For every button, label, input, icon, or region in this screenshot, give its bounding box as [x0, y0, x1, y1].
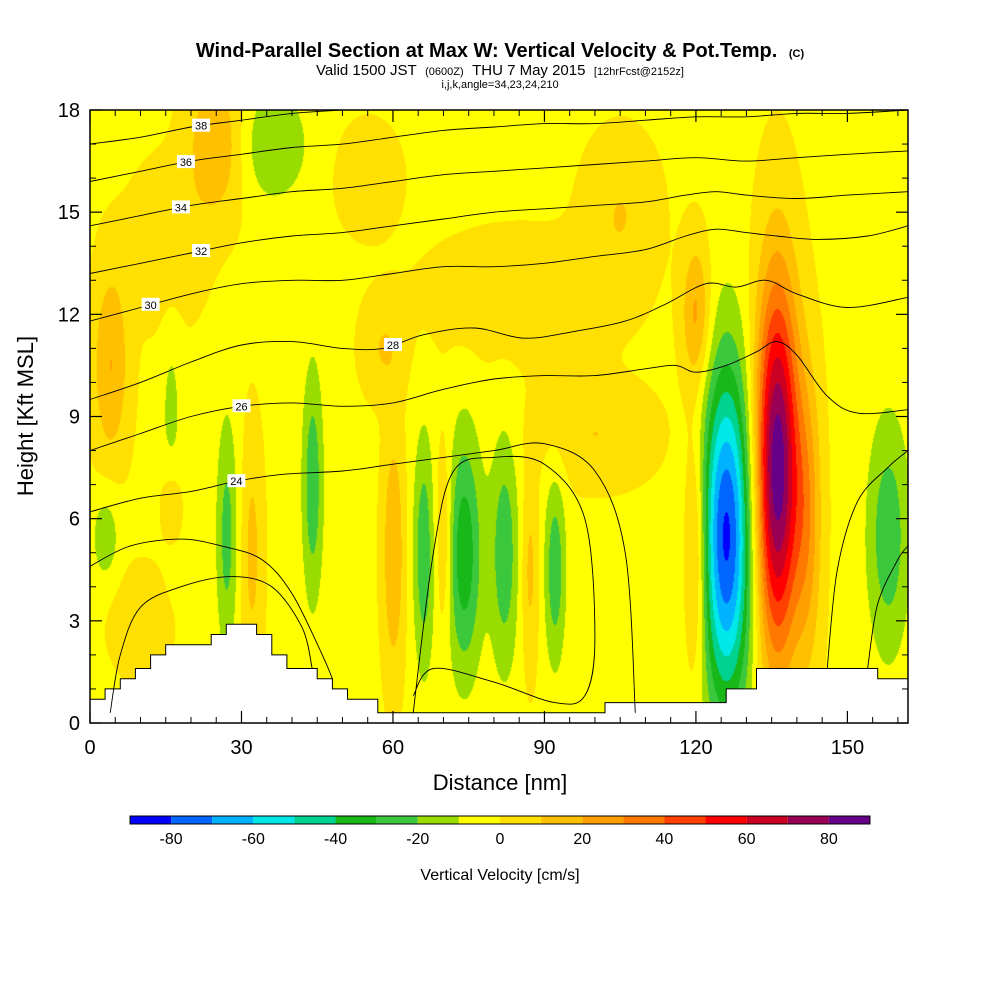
colorbar-tick-label: 60 [738, 831, 756, 848]
y-tick-label: 9 [69, 407, 80, 429]
colorbar-swatch [417, 816, 459, 824]
contour-label: 38 [195, 121, 207, 133]
theta-contour-38 [90, 110, 343, 145]
y-tick-label: 15 [58, 202, 80, 224]
x-axis-label: Distance [nm] [433, 770, 568, 795]
contour-label-bg [192, 243, 211, 257]
theta-contour-extra-3 [826, 450, 908, 669]
x-tick-label: 60 [382, 737, 404, 759]
y-tick-label: 3 [69, 611, 80, 633]
chart-title: Wind-Parallel Section at Max W: Vertical… [196, 40, 805, 62]
contour-label-bg [232, 399, 251, 413]
terrain-layer [90, 623, 908, 723]
contour-label-bg [383, 337, 402, 351]
contour-label-bg [171, 200, 190, 214]
theta-contour-36 [90, 110, 908, 182]
colorbar-swatch [746, 816, 788, 824]
y-axis-label: Height [Kft MSL] [13, 336, 38, 496]
theta-contour-extra-0 [109, 576, 313, 713]
colorbar-tick-label: 0 [496, 831, 505, 848]
chart-subtitle: Valid 1500 JST (0600Z) THU 7 May 2015 [1… [316, 62, 684, 79]
terrain [90, 623, 908, 723]
colorbar-frame [129, 815, 871, 825]
contour-label: 36 [180, 157, 192, 169]
y-tick-label: 18 [58, 100, 80, 122]
colorbar-swatch [705, 816, 747, 824]
chart-subtitle-indices: i,j,k,angle=34,23,24,210 [441, 79, 558, 91]
contour-label: 28 [387, 340, 399, 352]
colorbar-swatch [500, 816, 542, 824]
colorbar-tick-label: 20 [573, 831, 591, 848]
colorbar-swatch [458, 816, 500, 824]
colorbar: -80 -60 -40 -20 0 20 40 60 80 [129, 815, 871, 848]
theta-contour-34 [90, 150, 908, 227]
colorbar-tick-label: 80 [820, 831, 838, 848]
x-tick-label: 150 [831, 737, 864, 759]
contour-label: 30 [144, 300, 156, 312]
colorbar-swatch [130, 816, 172, 824]
contour-label: 26 [235, 401, 247, 413]
colorbar-swatch [253, 816, 295, 824]
x-tick-label: 0 [84, 737, 95, 759]
colorbar-swatch [582, 816, 624, 824]
theta-contour-24 [90, 442, 636, 713]
colorbar-swatch [664, 816, 706, 824]
colorbar-swatch [541, 816, 583, 824]
theta-contour-extra-1 [90, 538, 333, 679]
colorbar-tick-label: -20 [406, 831, 429, 848]
contour-label: 24 [230, 476, 242, 488]
contour-label-bg [192, 118, 211, 132]
y-tick-label: 12 [58, 304, 80, 326]
colorbar-tick-label: -60 [242, 831, 265, 848]
colorbar-swatch [623, 816, 665, 824]
x-tick-label: 120 [679, 737, 712, 759]
colorbar-swatch [171, 816, 213, 824]
colorbar-tick-label: -40 [324, 831, 347, 848]
theta-contours: 24 26 28 30 32 34 36 38 [90, 110, 908, 713]
theta-contour-extra-4 [867, 545, 908, 669]
colorbar-swatch [294, 816, 336, 824]
colorbar-label: Vertical Velocity [cm/s] [420, 867, 579, 884]
colorbar-tick-label: -80 [160, 831, 183, 848]
colorbar-swatch [787, 816, 829, 824]
contour-label: 32 [195, 246, 207, 258]
colorbar-swatch [335, 816, 377, 824]
contour-label-bg [141, 297, 160, 311]
colorbar-swatch [828, 816, 870, 824]
theta-contour-extra-2 [412, 455, 596, 713]
colorbar-swatch [212, 816, 254, 824]
theta-contour-28 [90, 279, 908, 400]
contour-label: 34 [175, 202, 187, 214]
y-tick-label: 0 [69, 713, 80, 735]
y-tick-label: 6 [69, 509, 80, 531]
x-tick-label: 30 [230, 737, 252, 759]
theta-contour-32 [90, 191, 908, 274]
contour-label-bg [176, 155, 195, 169]
colorbar-tick-label: 40 [656, 831, 674, 848]
theta-contour-26 [90, 341, 908, 452]
x-tick-label: 90 [533, 737, 555, 759]
theta-contour-30 [90, 225, 908, 322]
contour-label-bg [227, 474, 246, 488]
colorbar-swatch [376, 816, 418, 824]
